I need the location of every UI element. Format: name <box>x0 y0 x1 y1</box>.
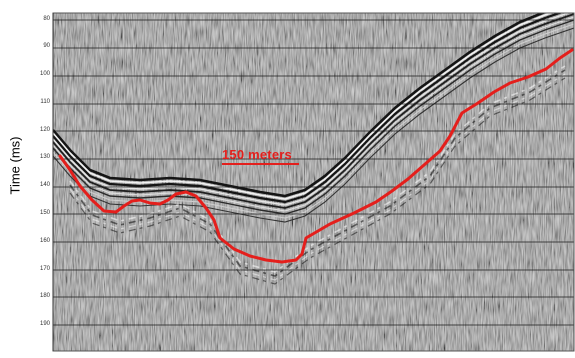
subbottom-reflection <box>69 65 566 273</box>
reflector-band <box>53 13 547 198</box>
scale-bar-label: 150 meters <box>222 147 292 162</box>
subbottom-reflection <box>69 77 566 285</box>
reflector-band <box>53 13 574 209</box>
y-tick-label: 110 <box>40 99 50 105</box>
subbottom-reflections <box>69 65 566 285</box>
reflector-band <box>53 13 571 206</box>
y-tick-label: 90 <box>43 43 50 49</box>
reflector-band <box>53 13 554 200</box>
y-tick-label: 170 <box>39 266 50 272</box>
y-tick-label: 150 <box>39 210 50 216</box>
seismic-noise-texture <box>53 13 574 351</box>
y-tick-label: 180 <box>39 293 50 299</box>
y-tick-label: 120 <box>39 127 50 133</box>
time-grid-lines <box>53 19 574 326</box>
y-tick-label: 140 <box>39 182 50 188</box>
reflector-band <box>53 13 563 204</box>
reflector-band <box>53 19 574 215</box>
reflector-band <box>53 16 574 212</box>
interpreted-horizon-line <box>58 48 574 264</box>
reflector-band <box>53 23 574 219</box>
y-tick-label: 130 <box>39 154 50 160</box>
y-tick-label: 100 <box>39 71 50 77</box>
y-tick-label: 190 <box>39 321 50 327</box>
y-tick-label: 80 <box>43 16 50 22</box>
y-tick-label: 160 <box>39 238 50 244</box>
subbottom-reflection <box>69 73 566 281</box>
seafloor-reflector-bands <box>53 13 574 223</box>
scale-bar <box>222 163 299 165</box>
subbottom-reflection <box>69 69 566 277</box>
y-axis-label: Time (ms) <box>7 136 23 195</box>
